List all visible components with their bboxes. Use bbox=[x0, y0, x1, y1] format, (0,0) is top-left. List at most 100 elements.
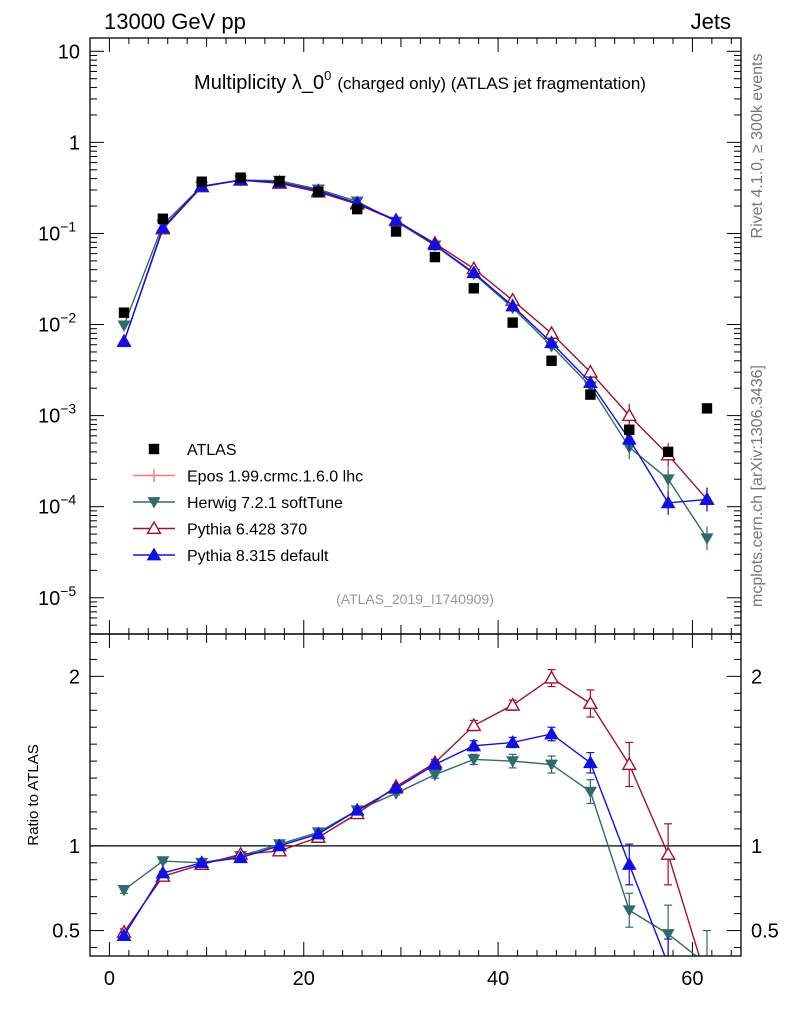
rivet-version-label: Rivet 4.1.0, ≥ 300k events bbox=[749, 54, 766, 239]
ratio-y-tick-label-right: 1 bbox=[751, 836, 762, 858]
ratio-line-3 bbox=[123, 733, 666, 956]
legend: ATLAS Epos 1.99.crmc.1.6.0 lhc Herwig 7.2.… bbox=[133, 442, 363, 565]
data-point bbox=[701, 403, 713, 414]
legend-marker bbox=[147, 497, 161, 509]
ratio-y-tick-label-left: 0.5 bbox=[52, 921, 80, 943]
ratio-point bbox=[428, 769, 442, 782]
ratio-series-group bbox=[116, 668, 711, 969]
ratio-point bbox=[543, 670, 560, 684]
ratio-point bbox=[504, 697, 521, 711]
main-y-tick-label: 10−1 bbox=[38, 218, 76, 245]
series-point bbox=[621, 407, 637, 422]
legend-label: Pythia 8.315 default bbox=[187, 548, 329, 565]
series-point bbox=[116, 334, 132, 347]
chart-title: Multiplicity λ_00 (charged only) (ATLAS j… bbox=[194, 68, 646, 94]
series-point bbox=[466, 265, 482, 279]
data-point bbox=[118, 307, 130, 318]
legend-marker bbox=[146, 547, 162, 561]
data-point bbox=[235, 172, 246, 183]
data-point bbox=[507, 317, 518, 328]
series-point bbox=[117, 320, 131, 332]
watermark: (ATLAS_2019_I1740909) bbox=[336, 591, 494, 607]
series-point bbox=[427, 237, 443, 251]
series-line-3 bbox=[123, 179, 708, 504]
series-point bbox=[700, 533, 714, 545]
main-y-tick-label-exp: −2 bbox=[60, 310, 76, 326]
series-point bbox=[621, 431, 637, 445]
data-point bbox=[468, 283, 479, 294]
series-point bbox=[544, 335, 559, 349]
main-y-tick-label-base: 10 bbox=[38, 406, 60, 428]
legend-marker bbox=[146, 520, 162, 535]
ratio-point bbox=[388, 780, 404, 794]
data-point bbox=[157, 213, 169, 224]
main-y-tick-label-exp: −4 bbox=[60, 492, 76, 508]
ratio-point bbox=[506, 756, 520, 768]
main-y-tick-label: 10−3 bbox=[38, 401, 76, 428]
ratio-point bbox=[621, 856, 637, 870]
main-y-tick-label-exp: −3 bbox=[60, 401, 76, 417]
ratio-point bbox=[155, 865, 171, 879]
ratio-y-tick-label-right: 2 bbox=[751, 666, 762, 688]
data-point bbox=[546, 355, 557, 366]
main-y-tick-label-base: 10 bbox=[38, 223, 60, 245]
ratio-plot-area: 0 20 40 60 0.5 0.5 1 1 2 2 bbox=[52, 634, 779, 990]
ratio-point bbox=[156, 856, 170, 868]
data-point bbox=[390, 226, 402, 237]
main-y-tick-label-exp: −5 bbox=[60, 583, 76, 599]
chart-title-tail: (charged only) (ATLAS jet fragmentation) bbox=[337, 74, 646, 93]
data-point bbox=[585, 389, 596, 400]
ratio-point bbox=[621, 756, 637, 771]
main-y-tick-label-base: 1 bbox=[69, 132, 80, 154]
energy-label: 13000 GeV pp bbox=[104, 9, 246, 34]
ratio-point bbox=[622, 905, 636, 917]
ratio-axis-label: Ratio to ATLAS bbox=[25, 744, 42, 845]
x-tick-label: 60 bbox=[681, 968, 703, 990]
data-point bbox=[429, 251, 441, 263]
series-point bbox=[699, 491, 715, 505]
ratio-line-2 bbox=[123, 677, 700, 956]
ratio-point bbox=[660, 846, 676, 860]
ratio-point bbox=[310, 826, 326, 840]
main-y-tick-label: 10−4 bbox=[38, 492, 76, 519]
ratio-point bbox=[467, 754, 481, 766]
data-point bbox=[624, 424, 635, 435]
ratio-point bbox=[544, 726, 559, 740]
main-y-tick-label: 10−2 bbox=[38, 310, 76, 337]
legend-label: Epos 1.99.crmc.1.6.0 lhc bbox=[187, 469, 363, 486]
series-point bbox=[583, 375, 598, 389]
chart-title-sup: 0 bbox=[324, 68, 331, 83]
x-tick-label: 40 bbox=[487, 968, 509, 990]
legend-marker bbox=[148, 443, 160, 455]
legend-marker bbox=[147, 469, 161, 482]
main-plot-frame bbox=[89, 37, 742, 635]
ratio-point bbox=[466, 738, 482, 752]
ratio-point bbox=[583, 755, 598, 769]
ratio-y-tick-label-right: 0.5 bbox=[751, 921, 779, 943]
x-tick-label: 20 bbox=[293, 968, 315, 990]
main-y-tick-label-base: 10 bbox=[38, 588, 60, 610]
legend-label: Pythia 6.428 370 bbox=[187, 522, 307, 539]
series-point bbox=[660, 495, 676, 509]
ratio-point bbox=[505, 734, 521, 748]
ratio-point bbox=[194, 855, 210, 869]
series-point bbox=[388, 212, 404, 226]
ratio-point bbox=[545, 759, 559, 771]
process-label: Jets bbox=[691, 9, 731, 34]
series-point bbox=[155, 220, 171, 234]
legend-label: Herwig 7.2.1 softTune bbox=[187, 495, 343, 512]
chart-title-main: Multiplicity λ_0 bbox=[194, 72, 324, 94]
ratio-point bbox=[233, 850, 248, 864]
legend-label: ATLAS bbox=[187, 442, 237, 459]
ratio-point bbox=[662, 958, 675, 969]
ratio-y-tick-label-left: 2 bbox=[69, 666, 80, 688]
data-point bbox=[352, 203, 363, 215]
ratio-point bbox=[349, 802, 365, 816]
main-y-tick-label-exp: −1 bbox=[60, 218, 76, 234]
data-point bbox=[313, 186, 324, 198]
data-point bbox=[196, 176, 207, 187]
ratio-point bbox=[582, 695, 599, 710]
ratio-point bbox=[466, 717, 482, 732]
